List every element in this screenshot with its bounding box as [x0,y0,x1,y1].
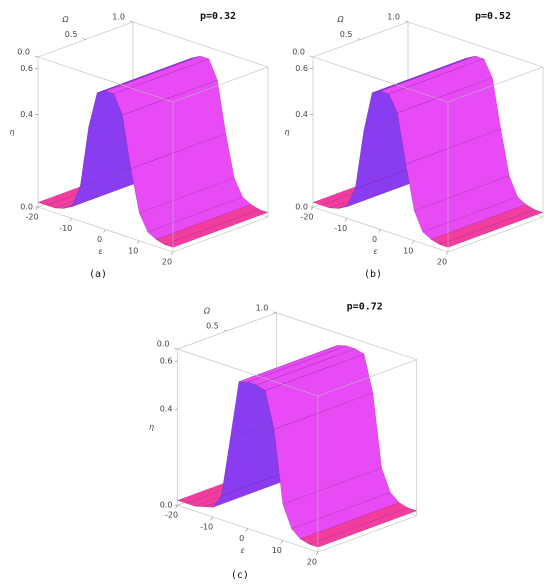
z-tick-label: 0.6 [20,64,33,73]
y-tick-label: 0.5 [206,322,219,331]
y-tick [223,329,228,332]
x-tick-label: 20 [162,258,172,267]
z-tick-label: 0.6 [160,357,173,366]
y-tick [129,20,134,23]
y-tick [357,38,361,40]
x-tick-label: 10 [272,546,282,555]
x-tick-label: -20 [165,511,178,520]
x-tick [378,229,381,233]
y-tick-label: 0.0 [17,48,30,57]
y-tick-label: 1.0 [256,303,269,312]
x-tick [137,240,140,244]
y-tick-label: 0.0 [157,340,170,349]
x-tick-label: -20 [25,213,38,222]
x-tick [280,540,284,544]
box-edge [172,216,269,253]
x-tick [315,551,319,556]
x-tick-label: -10 [200,522,213,531]
z-axis-label: η [149,423,154,432]
x-tick [445,251,449,256]
box-edge [37,56,174,103]
panel-label: (b) [364,269,382,280]
panel-title: p=0.52 [475,11,511,22]
box-edge [132,21,269,68]
y-tick [309,55,314,58]
y-tick-label: 1.0 [387,13,400,22]
x-tick-label: 20 [437,258,447,267]
y-tick [82,38,86,40]
z-tick-label: 0.0 [160,501,173,510]
box-edge [177,312,277,350]
z-tick-label: 0.4 [295,110,308,119]
y-tick [174,347,178,350]
panel-label: (a) [89,269,107,280]
z-axis-label: η [9,128,14,137]
x-tick-label: 10 [403,246,413,255]
y-tick-label: 1.0 [112,13,125,22]
x-tick-label: 0 [372,235,377,244]
y-tick [34,55,39,58]
y-axis-label: Ω [203,307,211,316]
box-edge [312,56,449,103]
z-tick-label: 0.0 [295,203,308,212]
y-tick-label: 0.0 [292,48,305,57]
x-tick [210,516,213,521]
z-tick-label: 0.4 [160,405,173,414]
y-tick [404,20,409,23]
panel-label: (c) [231,570,249,581]
x-tick-label: 20 [307,558,317,567]
x-tick [175,505,178,509]
x-tick-label: 10 [128,246,138,255]
box-edge [172,66,269,103]
z-tick-label: 0.6 [295,64,308,73]
x-tick [103,229,106,233]
panel-title: p=0.32 [200,11,236,22]
x-axis-label: ε [241,546,246,555]
x-tick-label: -10 [59,224,72,233]
y-axis-label: Ω [61,15,69,24]
y-tick-label: 0.5 [340,30,353,39]
x-axis-label: ε [98,247,103,256]
x-tick [344,218,347,222]
y-tick [273,311,277,314]
x-tick [245,528,248,532]
z-axis-label: η [284,128,289,137]
x-tick [412,240,415,244]
x-tick [170,251,174,256]
x-tick-label: -20 [300,213,313,222]
x-tick [310,206,314,211]
panel-title: p=0.72 [347,302,383,313]
x-tick-label: -10 [334,224,347,233]
x-tick [69,218,72,222]
y-tick-label: 0.5 [65,30,78,39]
box-edge [317,359,417,397]
z-tick-label: 0.0 [20,203,33,212]
box-edge [276,312,417,360]
box-edge [317,515,417,553]
box-edge [177,348,319,397]
box-edge [447,216,544,253]
z-tick-label: 0.4 [20,110,33,119]
box-edge [407,21,544,68]
x-tick-label: 0 [97,235,102,244]
x-tick [35,206,39,211]
y-axis-label: Ω [336,15,344,24]
x-axis-label: ε [373,247,378,256]
x-tick-label: 0 [239,534,244,543]
box-edge [447,66,544,103]
